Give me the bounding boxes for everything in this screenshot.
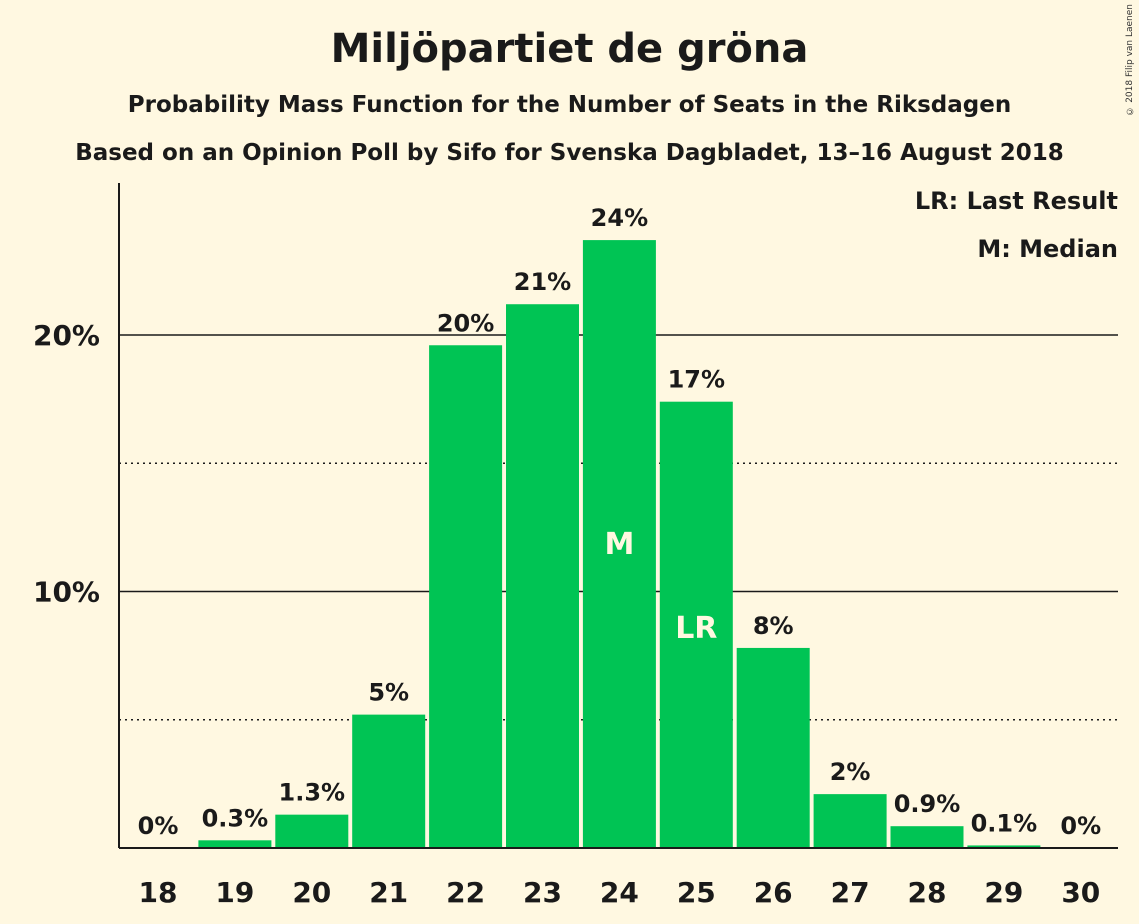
x-tick-label: 26 <box>754 876 793 909</box>
x-tick-label: 22 <box>446 876 485 909</box>
marker-m: M <box>604 527 634 562</box>
bar-seat-28 <box>890 826 964 848</box>
x-tick-label: 28 <box>908 876 947 909</box>
bar-value-label: 5% <box>368 679 409 707</box>
bar-value-label: 0.9% <box>894 790 961 818</box>
bar-value-label: 17% <box>668 366 725 394</box>
x-tick-label: 23 <box>523 876 562 909</box>
x-tick-label: 25 <box>677 876 716 909</box>
x-tick-label: 20 <box>292 876 331 909</box>
bar-value-label: 0.1% <box>971 809 1038 837</box>
x-tick-label: 30 <box>1061 876 1100 909</box>
bar-seat-26 <box>736 647 810 848</box>
bar-seat-25 <box>659 401 733 848</box>
x-tick-label: 19 <box>215 876 254 909</box>
legend-last-result: LR: Last Result <box>915 187 1118 215</box>
x-tick-label: 21 <box>369 876 408 909</box>
legend-median: M: Median <box>977 235 1118 263</box>
bar-value-label: 8% <box>753 612 794 640</box>
bar-value-label: 1.3% <box>279 779 346 807</box>
x-tick-label: 18 <box>139 876 178 909</box>
bar-value-label: 2% <box>830 758 871 786</box>
bar-value-label: 21% <box>514 268 571 296</box>
chart-subtitle: Probability Mass Function for the Number… <box>127 92 1012 118</box>
bar-seat-22 <box>429 345 503 848</box>
bar-seat-19 <box>198 840 272 848</box>
chart-title: Miljöpartiet de gröna <box>330 26 809 72</box>
bar-seat-21 <box>352 714 426 848</box>
bar-seat-20 <box>275 814 349 848</box>
bar-value-label: 0% <box>1060 812 1101 840</box>
y-tick-label: 20% <box>33 319 100 352</box>
x-tick-label: 27 <box>831 876 870 909</box>
bar-seat-27 <box>813 794 887 848</box>
bar-value-label: 0% <box>138 812 179 840</box>
bar-value-label: 0.3% <box>202 804 269 832</box>
bar-value-label: 20% <box>437 309 494 337</box>
marker-lr: LR <box>675 611 717 646</box>
x-tick-label: 24 <box>600 876 639 909</box>
bar-seat-23 <box>506 304 579 849</box>
bar-value-label: 24% <box>591 204 648 232</box>
x-tick-label: 29 <box>984 876 1023 909</box>
bar-seat-24 <box>582 240 656 849</box>
bar-seat-29 <box>967 845 1041 848</box>
chart-subtitle-poll: Based on an Opinion Poll by Sifo for Sve… <box>75 140 1064 166</box>
y-tick-label: 10% <box>33 576 100 609</box>
